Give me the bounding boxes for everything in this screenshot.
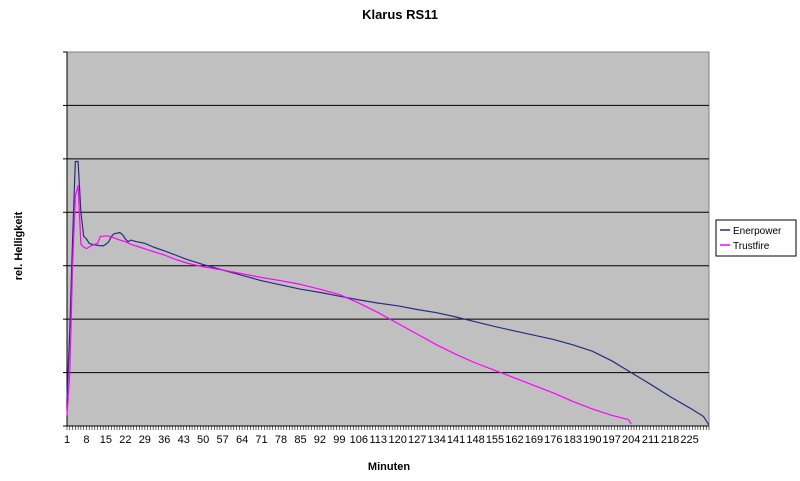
x-tick-label: 204 [622, 434, 640, 446]
x-tick-label: 36 [158, 434, 170, 446]
x-tick-label: 127 [408, 434, 426, 446]
x-tick-label: 57 [217, 434, 229, 446]
x-tick-label: 162 [505, 434, 523, 446]
x-tick-label: 99 [333, 434, 345, 446]
x-tick-label: 85 [294, 434, 306, 446]
x-tick-label: 148 [466, 434, 484, 446]
x-tick-label: 92 [314, 434, 326, 446]
x-tick-label: 218 [661, 434, 679, 446]
x-tick-label: 64 [236, 434, 248, 446]
x-tick-label: 50 [197, 434, 209, 446]
x-tick-label: 141 [447, 434, 465, 446]
x-axis-label: Minuten [368, 461, 410, 473]
x-tick-label: 106 [350, 434, 368, 446]
legend-label: Trustfire [733, 241, 770, 252]
x-tick-label: 15 [100, 434, 112, 446]
x-tick-label: 155 [486, 434, 504, 446]
x-tick-label: 22 [119, 434, 131, 446]
legend-label: Enerpower [733, 226, 782, 237]
x-tick-label: 120 [389, 434, 407, 446]
x-tick-label: 71 [255, 434, 267, 446]
x-tick-label: 134 [427, 434, 445, 446]
x-tick-label: 190 [583, 434, 601, 446]
legend: Enerpower Trustfire [715, 219, 797, 257]
x-tick-label: 197 [603, 434, 621, 446]
chart-title: Klarus RS11 [362, 7, 438, 22]
series-line-trustfire [66, 185, 632, 425]
x-tick-label: 211 [642, 434, 660, 446]
legend-box [715, 219, 797, 257]
x-tick-label: 113 [369, 434, 387, 446]
x-tick-label: 8 [83, 434, 89, 446]
plot-area [66, 51, 710, 427]
y-axis-label: rel. Helligkeit [13, 211, 25, 280]
x-tick-label: 1 [64, 434, 70, 446]
x-tick-label: 183 [564, 434, 582, 446]
x-tick-label: 78 [275, 434, 287, 446]
x-tick-label: 29 [139, 434, 151, 446]
x-tick-label: 176 [544, 434, 562, 446]
x-tick-label: 225 [680, 434, 698, 446]
x-tick-label: 43 [178, 434, 190, 446]
x-tick-label: 169 [525, 434, 543, 446]
